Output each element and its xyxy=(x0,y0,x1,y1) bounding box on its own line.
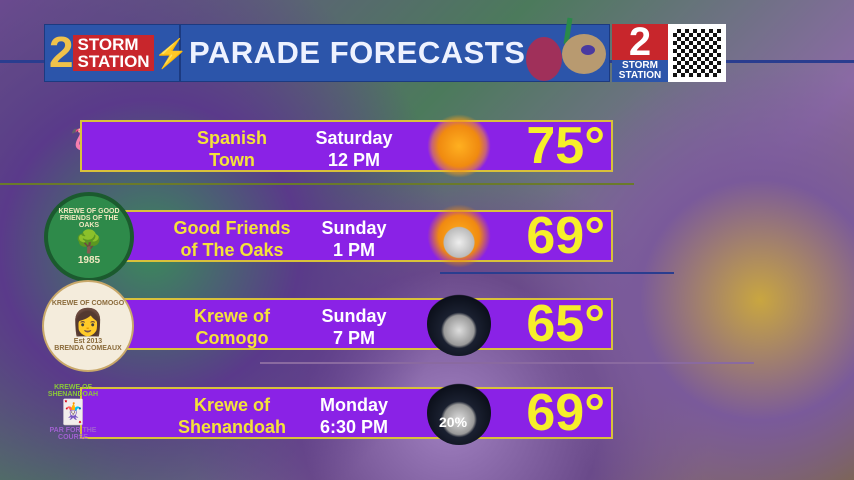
parade-row: Krewe of Shenandoah Monday 6:30 PM 20% 69° xyxy=(80,381,613,445)
parade-time: Sunday 7 PM xyxy=(294,305,414,349)
jester-icon: 🃏 xyxy=(58,398,88,426)
portrait-icon: 👩 xyxy=(71,307,105,337)
name-line2: Town xyxy=(209,150,255,170)
time: 1 PM xyxy=(332,240,375,260)
parade-row: Good Friends of The Oaks Sunday 1 PM 69° xyxy=(80,204,613,268)
parade-time: Saturday 12 PM xyxy=(294,127,414,171)
temperature: 69° xyxy=(526,384,605,442)
temperature: 75° xyxy=(526,117,605,175)
time: 7 PM xyxy=(332,328,375,348)
logo-text: KREWE OF GOOD FRIENDS OF THE OAKS xyxy=(58,208,120,229)
parade-time: Monday 6:30 PM xyxy=(294,394,414,438)
logo-words: STORM STATION xyxy=(73,35,154,71)
temperature: 65° xyxy=(526,295,605,353)
day: Sunday xyxy=(321,218,387,238)
name-line1: Good Friends xyxy=(173,218,291,238)
time: 12 PM xyxy=(327,150,381,170)
header-bar: 2 STORM STATION ⚡ PARADE FORECASTS xyxy=(44,24,610,82)
name-line2: Shenandoah xyxy=(177,417,286,437)
badge-line2: STATION xyxy=(618,70,662,81)
night-cloudy-icon xyxy=(427,292,491,356)
storm-station-logo: 2 STORM STATION ⚡ xyxy=(45,25,188,81)
sunny-icon xyxy=(427,114,491,178)
storm-station-badge: 2 STORM STATION xyxy=(612,20,668,82)
good-friends-logo: KREWE OF GOOD FRIENDS OF THE OAKS 🌳 1985 xyxy=(44,192,134,282)
parade-name: Spanish Town xyxy=(142,127,322,171)
logo-text: KREWE OF COMOGO xyxy=(51,300,125,307)
partly-cloudy-icon xyxy=(427,204,491,268)
shenandoah-logo: KREWE OF SHENANDOAH 🃏 PAR FOR THE COURSE xyxy=(40,378,106,446)
name-line1: Krewe of xyxy=(193,306,271,326)
name-line2: Comogo xyxy=(195,328,269,348)
qr-code[interactable] xyxy=(668,24,726,82)
day: Saturday xyxy=(315,128,393,148)
logo-text: KREWE OF SHENANDOAH xyxy=(47,383,99,398)
temperature: 69° xyxy=(526,207,605,265)
logo-line1: STORM xyxy=(77,35,139,54)
lightning-icon: ⚡ xyxy=(153,37,189,69)
parade-time: Sunday 1 PM xyxy=(294,217,414,261)
name-line2: of The Oaks xyxy=(180,240,284,260)
decorative-stripe xyxy=(0,183,634,185)
parade-name: Good Friends of The Oaks xyxy=(142,217,322,261)
logo-subtitle: PAR FOR THE COURSE xyxy=(49,426,97,441)
parade-row: Spanish Town Saturday 12 PM 75° xyxy=(80,114,613,178)
name-line1: Spanish xyxy=(196,128,267,148)
comogo-logo: KREWE OF COMOGO 👩 Est 2013 BRENDA COMEAU… xyxy=(42,280,134,372)
night-cloudy-icon: 20% xyxy=(427,381,491,445)
day: Sunday xyxy=(321,306,387,326)
badge-number: 2 xyxy=(628,20,652,64)
badge-line1: STORM xyxy=(622,60,658,71)
logo-subtitle: BRENDA COMEAUX xyxy=(54,345,122,352)
page-title: PARADE FORECASTS xyxy=(189,35,526,70)
oak-tree-icon: 🌳 xyxy=(75,229,103,254)
logo-number: 2 xyxy=(49,28,74,77)
rain-chance: 20% xyxy=(439,414,468,430)
parade-row: Krewe of Comogo Sunday 7 PM 65° xyxy=(80,292,613,356)
decorative-stripe xyxy=(440,272,674,274)
time: 6:30 PM xyxy=(319,417,389,437)
logo-year: Est 2013 xyxy=(73,338,103,345)
name-line1: Krewe of xyxy=(193,395,271,415)
day: Monday xyxy=(319,395,388,415)
logo-year: 1985 xyxy=(77,255,101,266)
parade-name: Krewe of Comogo xyxy=(142,305,322,349)
decorative-stripe xyxy=(260,362,754,364)
logo-line2: STATION xyxy=(77,52,150,71)
mardi-gras-mask-icon xyxy=(526,17,606,81)
parade-name: Krewe of Shenandoah xyxy=(142,394,322,438)
badge-text: STORM STATION xyxy=(612,60,668,82)
